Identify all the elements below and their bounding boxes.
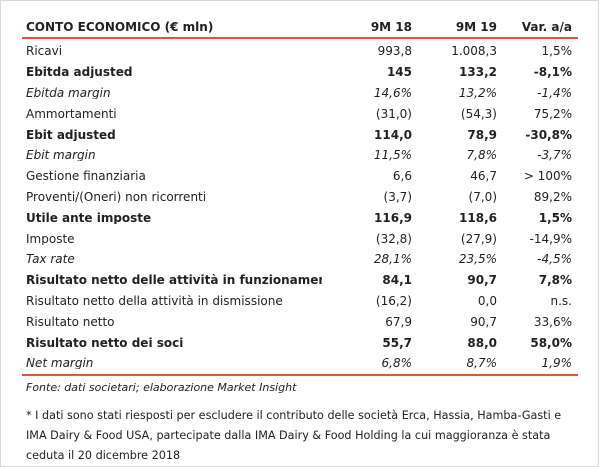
row-value-9m19: 13,2%	[458, 85, 497, 100]
row-value-var: -8,1%	[533, 65, 572, 80]
table-row: Net margin 6,8% 8,7% 1,9%	[22, 353, 578, 376]
row-value-9m18: 114,0	[374, 127, 412, 142]
row-value-9m19: (7,0)	[468, 189, 497, 204]
row-value-9m18: 55,7	[382, 335, 412, 350]
row-value-9m19: 8,7%	[466, 356, 498, 371]
row-value-9m19: 118,6	[459, 210, 497, 225]
row-value-9m19: 133,2	[459, 65, 497, 80]
income-statement-table: CONTO ECONOMICO (€ mln) 9M 18 9M 19 Var.…	[22, 18, 578, 376]
table-row: Risultato netto dei soci 55,7 88,0 58,0%	[22, 332, 578, 353]
row-value-9m19: 88,0	[467, 335, 497, 350]
row-value-var: 7,8%	[538, 273, 572, 288]
row-value-9m19: 90,7	[467, 273, 497, 288]
row-label: Risultato netto	[26, 315, 115, 328]
table-header-row: CONTO ECONOMICO (€ mln) 9M 18 9M 19 Var.…	[22, 18, 578, 39]
row-label: Net margin	[26, 357, 94, 370]
row-label: Proventi/(Oneri) non ricorrenti	[26, 190, 207, 203]
table-row: Tax rate 28,1% 23,5% -4,5%	[22, 249, 578, 270]
header-9m19: 9M 19	[455, 20, 497, 34]
row-value-var: -14,9%	[529, 231, 572, 246]
row-label: Ebit margin	[26, 149, 96, 162]
row-label: Imposte	[26, 232, 75, 245]
row-value-9m18: (16,2)	[375, 293, 412, 308]
row-value-9m18: 14,6%	[373, 85, 412, 100]
row-label: Ebitda margin	[26, 86, 111, 99]
row-value-var: -3,7%	[537, 148, 572, 163]
table-row: Ebit margin 11,5% 7,8% -3,7%	[22, 145, 578, 166]
row-value-9m19: 0,0	[477, 293, 497, 308]
row-value-var: -30,8%	[525, 127, 572, 142]
row-value-9m18: 11,5%	[373, 148, 412, 163]
header-var: Var. a/a	[521, 20, 572, 34]
row-value-9m18: 116,9	[374, 210, 412, 225]
row-label: Ammortamenti	[26, 107, 117, 120]
row-label: Risultato netto della attività in dismis…	[26, 294, 283, 307]
header-label: CONTO ECONOMICO (€ mln)	[26, 21, 214, 33]
row-value-9m18: 84,1	[382, 273, 412, 288]
row-value-9m18: 28,1%	[373, 252, 412, 267]
row-value-var: 75,2%	[533, 106, 572, 121]
row-label: Ebitda adjusted	[26, 66, 133, 79]
row-label: Gestione finanziaria	[26, 170, 146, 183]
row-value-9m19: 23,5%	[458, 252, 497, 267]
row-value-var: 1,5%	[541, 44, 573, 59]
table-row: Ammortamenti (31,0) (54,3) 75,2%	[22, 103, 578, 124]
row-value-9m19: 1.008,3	[451, 44, 497, 59]
table-row: Risultato netto delle attività in funzio…	[22, 270, 578, 291]
table-body: Ricavi 993,8 1.008,3 1,5% Ebitda adjusted 145…	[22, 41, 578, 376]
table-row: Gestione finanziaria 6,6 46,7 > 100%	[22, 166, 578, 187]
row-value-9m18: 6,6	[392, 169, 412, 184]
row-label: Risultato netto delle attività in funzio…	[26, 274, 322, 287]
row-value-var: 1,9%	[541, 356, 573, 371]
table-row: Proventi/(Oneri) non ricorrenti (3,7) (7,0…	[22, 187, 578, 208]
row-label: Utile ante imposte	[26, 211, 152, 224]
row-value-9m19: 7,8%	[466, 148, 498, 163]
row-value-var: -1,4%	[537, 85, 572, 100]
row-value-var: 58,0%	[530, 335, 572, 350]
table-row: Ebitda margin 14,6% 13,2% -1,4%	[22, 83, 578, 104]
row-value-9m18: (31,0)	[375, 106, 412, 121]
row-value-9m19: 46,7	[470, 169, 497, 184]
row-value-9m19: 78,9	[467, 127, 497, 142]
row-value-9m18: (3,7)	[383, 189, 412, 204]
row-value-9m18: 993,8	[377, 44, 412, 59]
table-row: Ricavi 993,8 1.008,3 1,5%	[22, 41, 578, 62]
row-value-var: n.s.	[550, 293, 573, 308]
table-row: Risultato netto 67,9 90,7 33,6%	[22, 311, 578, 332]
row-value-9m18: 67,9	[385, 314, 412, 329]
source-caption: Fonte: dati societari; elaborazione Mark…	[26, 381, 297, 394]
row-value-var: > 100%	[523, 169, 572, 184]
row-value-var: 1,5%	[538, 210, 572, 225]
row-value-var: -4,5%	[537, 252, 572, 267]
table-row: Utile ante imposte 116,9 118,6 1,5%	[22, 207, 578, 228]
row-label: Tax rate	[26, 253, 75, 266]
header-9m18: 9M 18	[370, 20, 412, 34]
row-value-9m18: 145	[386, 65, 412, 80]
table-row: Ebit adjusted 114,0 78,9 -30,8%	[22, 124, 578, 145]
row-value-var: 33,6%	[533, 314, 572, 329]
row-value-var: 89,2%	[533, 189, 572, 204]
row-value-9m19: (27,9)	[460, 231, 497, 246]
table-row: Imposte (32,8) (27,9) -14,9%	[22, 228, 578, 249]
row-label: Ricavi	[26, 45, 63, 58]
table-row: Risultato netto della attività in dismis…	[22, 291, 578, 312]
row-value-9m18: 6,8%	[381, 356, 413, 371]
row-value-9m19: 90,7	[470, 314, 497, 329]
row-value-9m18: (32,8)	[375, 231, 412, 246]
footnote: * I dati sono stati riesposti per esclud…	[26, 409, 562, 462]
row-label: Risultato netto dei soci	[26, 336, 184, 349]
table-row: Ebitda adjusted 145 133,2 -8,1%	[22, 62, 578, 83]
row-value-9m19: (54,3)	[460, 106, 497, 121]
row-label: Ebit adjusted	[26, 128, 116, 141]
